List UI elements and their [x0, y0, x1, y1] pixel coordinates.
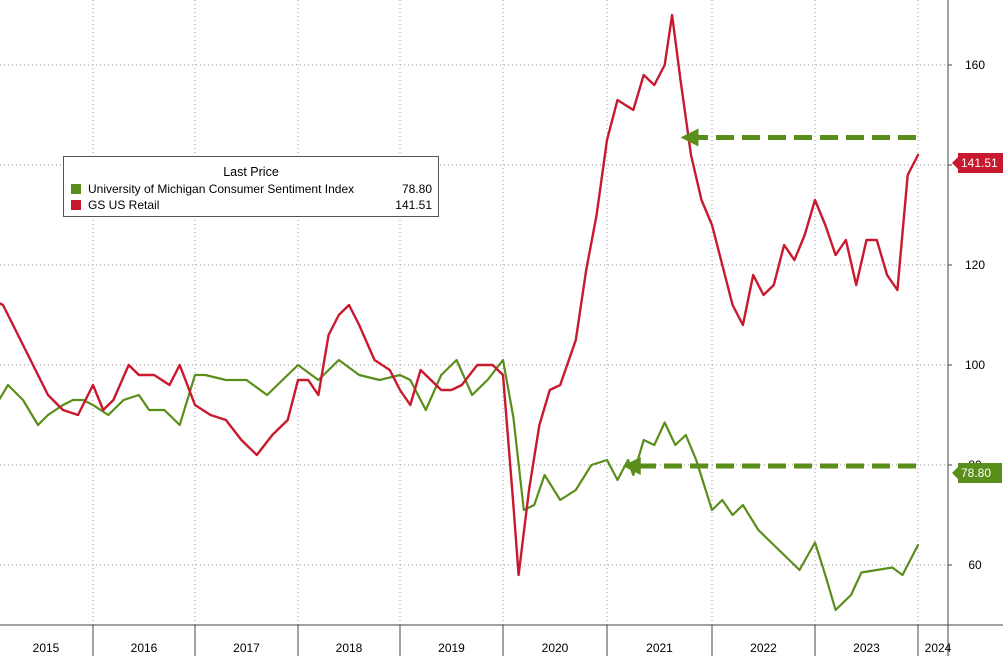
legend-label-retail: GS US Retail — [88, 198, 160, 212]
y-tick-label-120: 120 — [965, 258, 985, 272]
legend-header: Last Price — [223, 165, 279, 179]
legend-swatch-sentiment — [71, 184, 81, 194]
y-tick-label-100: 100 — [965, 358, 985, 372]
legend-entry-sentiment: University of Michigan Consumer Sentimen… — [71, 181, 432, 197]
annotation-arrow-head-0 — [680, 128, 699, 147]
x-tick-label-2023: 2023 — [853, 641, 880, 655]
x-tick-label-2018: 2018 — [336, 641, 363, 655]
x-tick-label-2021: 2021 — [646, 641, 673, 655]
legend-value-sentiment: 78.80 — [401, 182, 432, 196]
series-line-retail — [0, 13, 920, 577]
legend-value-retail: 141.51 — [395, 198, 432, 212]
legend-entry-retail: GS US Retail 141.51 — [71, 197, 432, 213]
horizontal-gridlines — [0, 64, 952, 566]
x-tick-label-2015: 2015 — [33, 641, 60, 655]
last-value-tag-retail: 141.51 — [952, 153, 1003, 173]
y-axis-tick-labels: 6080100120140160 — [965, 58, 985, 572]
x-axis-tick-labels: 2015 2016 2017 2018 2019 2020 2021 2022 2023 2024 — [33, 641, 952, 655]
annotation-layer — [622, 128, 916, 475]
y-tick-label-60: 60 — [968, 558, 982, 572]
legend-label-sentiment: University of Michigan Consumer Sentimen… — [88, 182, 355, 196]
series-layer — [0, 13, 920, 612]
x-tick-label-2017: 2017 — [233, 641, 260, 655]
x-tick-label-2024: 2024 — [925, 641, 952, 655]
annotation-arrow-head-1 — [622, 457, 641, 475]
last-value-tag-sentiment: 78.80 — [952, 463, 1002, 483]
x-tick-label-2016: 2016 — [131, 641, 158, 655]
legend: Last Price University of Michigan Consum… — [63, 156, 439, 217]
vertical-gridlines — [92, 0, 919, 656]
x-tick-label-2022: 2022 — [750, 641, 777, 655]
y-tick-label-160: 160 — [965, 58, 985, 72]
legend-swatch-retail — [71, 200, 81, 210]
x-tick-label-2020: 2020 — [542, 641, 569, 655]
x-tick-label-2019: 2019 — [438, 641, 465, 655]
series-line-sentiment — [0, 358, 920, 612]
